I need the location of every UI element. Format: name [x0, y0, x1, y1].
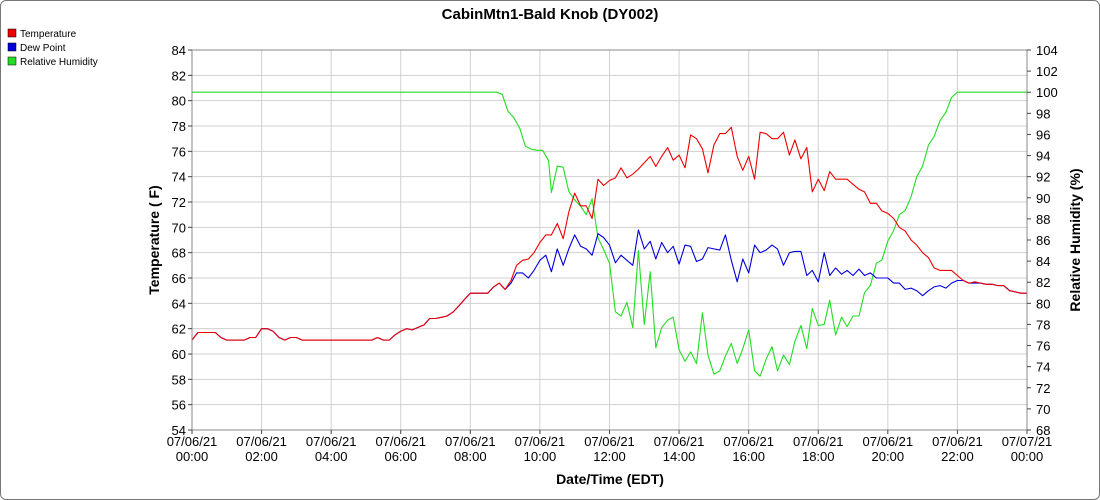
y2-tick-label: 78	[1036, 317, 1050, 332]
x-tick-date: 07/06/21	[584, 434, 635, 449]
y2-tick-label: 86	[1036, 233, 1050, 248]
y2-tick-label: 104	[1036, 43, 1058, 58]
x-tick-time: 06:00	[384, 449, 417, 464]
y2-tick-label: 96	[1036, 127, 1050, 142]
y-tick-label: 82	[172, 68, 186, 83]
y-tick-label: 60	[172, 347, 186, 362]
y-tick-label: 62	[172, 322, 186, 337]
left-axis-ticks: 54 56 58 60 62 64 66 68 70 72 74 76 78 80 82 84	[172, 43, 192, 438]
series-line-temperature	[191, 126, 1027, 341]
x-tick-date: 07/07/21	[1002, 434, 1053, 449]
y-tick-label: 84	[172, 43, 186, 58]
y2-tick-label: 68	[1036, 423, 1050, 438]
legend-item-dew-point: Dew Point	[7, 42, 66, 54]
y2-tick-label: 92	[1036, 170, 1050, 185]
legend-swatch-relative-humidity	[7, 56, 17, 66]
y2-tick-label: 94	[1036, 149, 1050, 164]
y2-tick-label: 70	[1036, 402, 1050, 417]
x-tick-time: 16:00	[732, 449, 765, 464]
legend-label-temperature: Temperature	[20, 29, 77, 40]
y2-tick-label: 98	[1036, 106, 1050, 121]
x-tick-time: 00:00	[1011, 449, 1044, 464]
y2-tick-label: 74	[1036, 360, 1050, 375]
legend-item-temperature: Temperature	[7, 28, 77, 40]
x-tick-time: 20:00	[872, 449, 905, 464]
y-axis-title: Temperature ( F)	[146, 185, 162, 294]
y2-tick-label: 102	[1036, 64, 1058, 79]
series-line-relative-humidity	[192, 91, 1027, 377]
y2-tick-label: 82	[1036, 275, 1050, 290]
x-tick-time: 00:00	[176, 449, 209, 464]
x-tick-time: 22:00	[941, 449, 974, 464]
legend-swatch-temperature	[7, 28, 17, 38]
x-tick-date: 07/06/21	[932, 434, 983, 449]
legend-swatch-dew-point	[7, 42, 17, 52]
y2-tick-label: 90	[1036, 191, 1050, 206]
x-tick-date: 07/06/21	[793, 434, 844, 449]
y-tick-label: 74	[172, 170, 186, 185]
x-tick-time: 02:00	[245, 449, 278, 464]
y-tick-label: 76	[172, 144, 186, 159]
y-tick-label: 70	[172, 220, 186, 235]
x-axis-title: Date/Time (EDT)	[556, 471, 664, 487]
x-tick-time: 08:00	[454, 449, 487, 464]
x-tick-time: 18:00	[802, 449, 835, 464]
grid	[191, 49, 1028, 431]
x-tick-time: 10:00	[524, 449, 557, 464]
legend: Temperature Dew Point Relative Humidity	[7, 28, 98, 68]
time-axis-ticks: 07/06/2100:0007/06/2102:0007/06/2104:000…	[167, 430, 1053, 464]
y2-tick-label: 100	[1036, 85, 1058, 100]
y-tick-label: 68	[172, 246, 186, 261]
y2-tick-label: 76	[1036, 339, 1050, 354]
x-tick-date: 07/06/21	[306, 434, 357, 449]
x-tick-date: 07/06/21	[863, 434, 914, 449]
y-tick-label: 78	[172, 119, 186, 134]
y2-tick-label: 80	[1036, 296, 1050, 311]
y-tick-label: 80	[172, 94, 186, 109]
y2-tick-label: 88	[1036, 212, 1050, 227]
y-tick-label: 64	[172, 296, 186, 311]
series-lines	[191, 91, 1027, 377]
y2-axis-title: Relative Humidity (%)	[1067, 168, 1083, 311]
x-tick-time: 14:00	[663, 449, 696, 464]
y2-tick-label: 84	[1036, 254, 1050, 269]
x-tick-date: 07/06/21	[723, 434, 774, 449]
y-tick-label: 54	[172, 423, 186, 438]
legend-label-dew-point: Dew Point	[20, 43, 66, 54]
x-tick-time: 04:00	[315, 449, 348, 464]
legend-label-relative-humidity: Relative Humidity	[20, 57, 98, 68]
x-tick-date: 07/06/21	[445, 434, 496, 449]
x-tick-date: 07/06/21	[167, 434, 218, 449]
legend-item-relative-humidity: Relative Humidity	[7, 56, 98, 68]
y-tick-label: 58	[172, 372, 186, 387]
chart-title: CabinMtn1-Bald Knob (DY002)	[442, 6, 659, 23]
y-tick-label: 56	[172, 398, 186, 413]
y2-tick-label: 72	[1036, 381, 1050, 396]
x-tick-date: 07/06/21	[236, 434, 287, 449]
y-tick-label: 66	[172, 271, 186, 286]
x-tick-date: 07/06/21	[654, 434, 705, 449]
right-axis-ticks: 68 70 72 74 76 78 80 82 84 86 88 90 92 94 96 98 100 102 10…	[1027, 43, 1058, 438]
x-tick-date: 07/06/21	[515, 434, 566, 449]
x-tick-date: 07/06/21	[375, 434, 426, 449]
y-tick-label: 72	[172, 195, 186, 210]
x-tick-time: 12:00	[593, 449, 626, 464]
